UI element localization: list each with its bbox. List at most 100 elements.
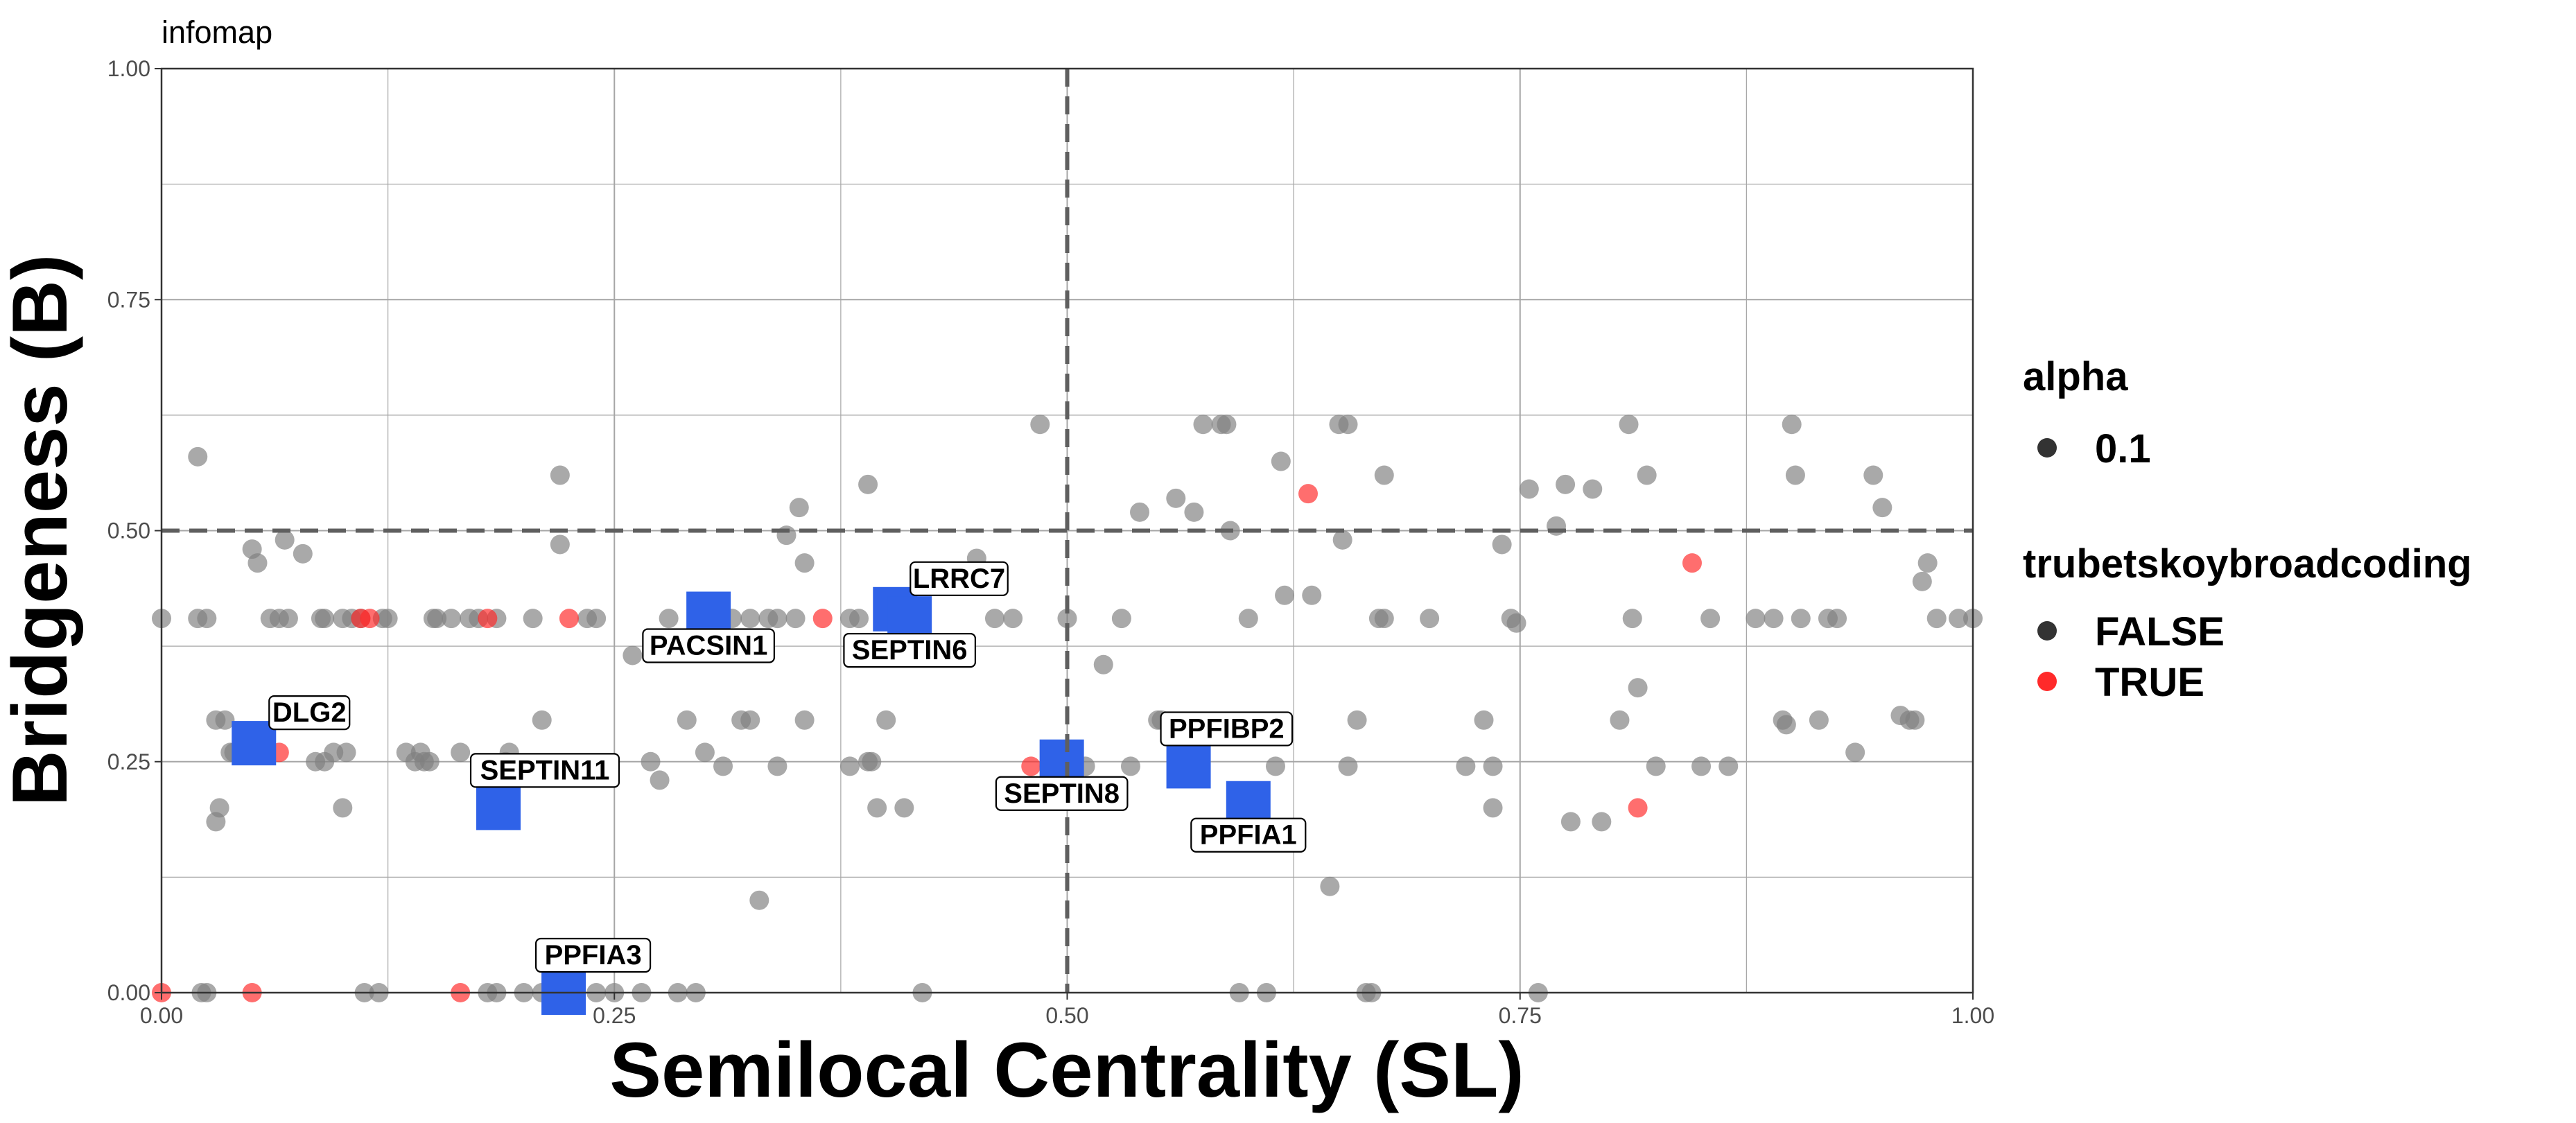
y-tick-label: 0.00 [107, 980, 150, 1005]
point-false [1556, 474, 1576, 494]
point-false [1332, 530, 1352, 550]
chart-title: infomap [162, 15, 272, 50]
point-false [650, 770, 670, 790]
point-false [767, 609, 787, 629]
point-false [293, 543, 313, 564]
point-false [789, 498, 809, 518]
point-false [794, 553, 815, 573]
point-false [867, 798, 887, 818]
point-false [1691, 756, 1712, 776]
point-false [839, 756, 860, 776]
point-false [1320, 876, 1340, 896]
point-false [1483, 756, 1503, 776]
point-true [1628, 798, 1648, 818]
point-false [1030, 415, 1050, 435]
point-false [1238, 609, 1258, 629]
axes: 0.00 0.25 0.50 0.75 1.00 0.00 0.25 0.50 0.75 1.00 [107, 56, 1994, 1028]
x-tick-label: 0.50 [1045, 1003, 1088, 1028]
point-false [1265, 756, 1285, 776]
point-true [1298, 484, 1319, 504]
point-false [1506, 613, 1526, 633]
point-false [1057, 609, 1077, 629]
point-false [1764, 609, 1784, 629]
point-false [1619, 415, 1639, 435]
point-false [740, 710, 760, 730]
point-false [1474, 710, 1494, 730]
x-tick-label: 0.75 [1499, 1003, 1542, 1028]
gene-label: DLG2 [272, 697, 347, 728]
point-false [1275, 585, 1295, 605]
point-false [876, 710, 896, 730]
gene-label: PPFIA3 [545, 940, 642, 970]
point-false [740, 609, 760, 629]
gene-label-box [843, 633, 977, 668]
point-false [1560, 812, 1581, 832]
point-false [1374, 609, 1394, 629]
legend-alpha-title: alpha [2023, 354, 2128, 399]
point-true [360, 609, 380, 629]
legend-false-key [2037, 621, 2057, 641]
point-false [794, 710, 815, 730]
point-false [1120, 756, 1140, 776]
legend-alpha-key [2037, 438, 2057, 458]
point-false [1374, 465, 1394, 485]
point-false [1905, 710, 1925, 730]
gene-label: SEPTIN6 [852, 635, 968, 665]
point-false [894, 798, 914, 818]
point-false [1093, 654, 1113, 674]
point-false [1782, 415, 1802, 435]
point-false [1622, 609, 1642, 629]
gene-label: PPFIA1 [1200, 820, 1297, 851]
point-false [1700, 609, 1721, 629]
point-false [1917, 553, 1938, 573]
point-true [559, 609, 579, 629]
point-false [1949, 609, 1969, 629]
point-false [1420, 609, 1440, 629]
point-false [1912, 571, 1932, 591]
point-false [532, 710, 552, 730]
point-false [1492, 534, 1512, 555]
legend: alpha 0.1 trubetskoybroadcoding FALSE TR… [2023, 354, 2472, 705]
point-true [478, 609, 498, 629]
point-false [275, 530, 295, 550]
gene-label-box [1190, 817, 1307, 853]
point-false [550, 465, 570, 485]
point-true [1021, 756, 1041, 776]
point-false [1583, 479, 1603, 499]
point-false [1791, 609, 1811, 629]
point-false [776, 525, 797, 546]
point-false [984, 609, 1004, 629]
gene-label-box [642, 628, 775, 663]
point-false [623, 645, 643, 665]
point-false [1718, 756, 1739, 776]
point-false [1166, 488, 1186, 508]
legend-alpha-value: 0.1 [2095, 426, 2151, 471]
point-false [1926, 609, 1947, 629]
gene-label: PACSIN1 [650, 630, 767, 661]
point-false [677, 710, 697, 730]
gene-label-box [268, 695, 351, 731]
point-false [247, 553, 268, 573]
gene-label: SEPTIN8 [1004, 778, 1120, 809]
gene-label: SEPTIN11 [480, 755, 610, 785]
reference-lines [162, 69, 1973, 993]
point-false [1628, 678, 1648, 698]
point-false [1547, 516, 1567, 536]
point-false [586, 609, 607, 629]
gene-label-box [995, 776, 1129, 811]
point-false [1338, 756, 1358, 776]
point-false [1646, 756, 1666, 776]
point-false [1271, 451, 1291, 471]
point-false [1637, 465, 1657, 485]
y-tick-label: 1.00 [107, 56, 150, 81]
point-false [1483, 798, 1503, 818]
point-false [442, 609, 462, 629]
point-false [209, 798, 229, 818]
gene-label: LRRC7 [913, 564, 1005, 594]
gene-labels: DLG2 SEPTIN11 PPFIA3 PACSIN1 LRRC7 SEPTIN6 SEP… [268, 561, 1307, 973]
point-false [849, 609, 869, 629]
point-false [659, 609, 679, 629]
point-false [215, 710, 235, 730]
point-false [1347, 710, 1367, 730]
